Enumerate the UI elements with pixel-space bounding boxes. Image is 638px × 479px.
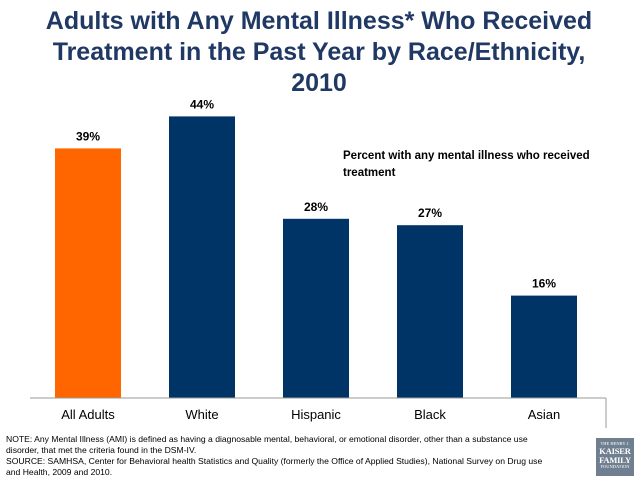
- data-label-hispanic: 28%: [304, 200, 328, 214]
- category-label-hispanic: Hispanic: [291, 407, 341, 422]
- source-line-2: and Health, 2009 and 2010.: [6, 467, 113, 477]
- note-line-2: disorder, that met the criteria found in…: [6, 445, 197, 455]
- title-line-1: Adults with Any Mental Illness* Who Rece…: [45, 7, 593, 35]
- bar-hispanic: [283, 218, 349, 398]
- source-line-1: SOURCE: SAMHSA, Center for Behavioral he…: [6, 456, 543, 466]
- title-line-2: Treatment in the Past Year by Race/Ethni…: [52, 38, 586, 66]
- bar-all-adults: [55, 148, 121, 398]
- category-label-white: White: [185, 407, 218, 422]
- bar-black: [397, 225, 463, 398]
- bar-white: [169, 116, 235, 399]
- bar-asian: [511, 295, 577, 398]
- data-label-white: 44%: [190, 97, 214, 111]
- data-label-asian: 16%: [532, 277, 556, 291]
- logo-line-1: THE HENRY J.: [600, 441, 630, 446]
- category-label-black: Black: [414, 407, 446, 422]
- logo-line-3: FAMILY: [599, 454, 631, 465]
- data-label-all-adults: 39%: [76, 129, 100, 143]
- title-line-3: 2010: [291, 69, 347, 97]
- chart-title: Adults with Any Mental Illness* Who Rece…: [0, 6, 638, 99]
- bar-chart: 39% All Adults 44% White 28% Hispanic 27% Black…: [30, 97, 607, 428]
- note-line-1: NOTE: Any Mental Illness (AMI) is define…: [6, 434, 528, 444]
- data-label-black: 27%: [418, 206, 442, 220]
- footnote: NOTE: Any Mental Illness (AMI) is define…: [6, 434, 586, 478]
- logo-line-4: FOUNDATION: [600, 464, 630, 469]
- logo-line-2: KAISER: [599, 446, 631, 456]
- kaiser-family-foundation-logo: THE HENRY J. KAISER FAMILY FOUNDATION: [596, 438, 634, 476]
- category-label-all-adults: All Adults: [61, 407, 115, 422]
- category-label-asian: Asian: [528, 407, 561, 422]
- legend-text: Percent with any mental illness who rece…: [343, 150, 590, 179]
